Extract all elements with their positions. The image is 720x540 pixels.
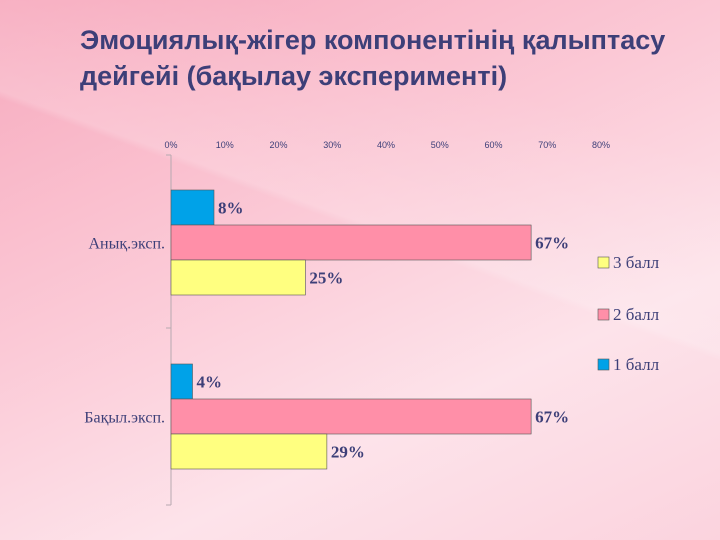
legend-swatch: [597, 308, 610, 321]
x-tick-label: 60%: [484, 140, 502, 150]
bar-3-балл: [170, 259, 306, 296]
category-label: Бақыл.эксп.: [84, 410, 165, 427]
x-tick-label: 30%: [323, 140, 341, 150]
legend-label: 2 балл: [613, 305, 660, 324]
x-tick-label: 70%: [538, 140, 556, 150]
legend-swatch: [597, 256, 610, 269]
x-tick-label: 10%: [216, 140, 234, 150]
x-tick-label: 80%: [592, 140, 610, 150]
x-tick-label: 50%: [431, 140, 449, 150]
bar-1-балл: [170, 363, 193, 400]
data-label: 67%: [535, 408, 569, 427]
x-tick-label: 0%: [164, 140, 177, 150]
data-label: 25%: [309, 269, 343, 288]
bar-3-балл: [170, 433, 328, 470]
data-label: 8%: [218, 199, 244, 218]
data-label: 29%: [331, 443, 365, 462]
bar-2-балл: [170, 398, 532, 435]
legend-label: 1 балл: [613, 355, 660, 374]
data-label: 4%: [197, 373, 223, 392]
legend-swatch: [597, 358, 610, 371]
x-tick-label: 20%: [269, 140, 287, 150]
category-label: Анық.эксп.: [88, 236, 165, 253]
x-tick-label: 40%: [377, 140, 395, 150]
slide-title: Эмоциялық-жігер компонентінің қалыптасу …: [80, 25, 666, 91]
legend-label: 3 балл: [613, 253, 660, 272]
bar-2-балл: [170, 224, 532, 261]
data-label: 67%: [535, 234, 569, 253]
bar-1-балл: [170, 189, 215, 226]
